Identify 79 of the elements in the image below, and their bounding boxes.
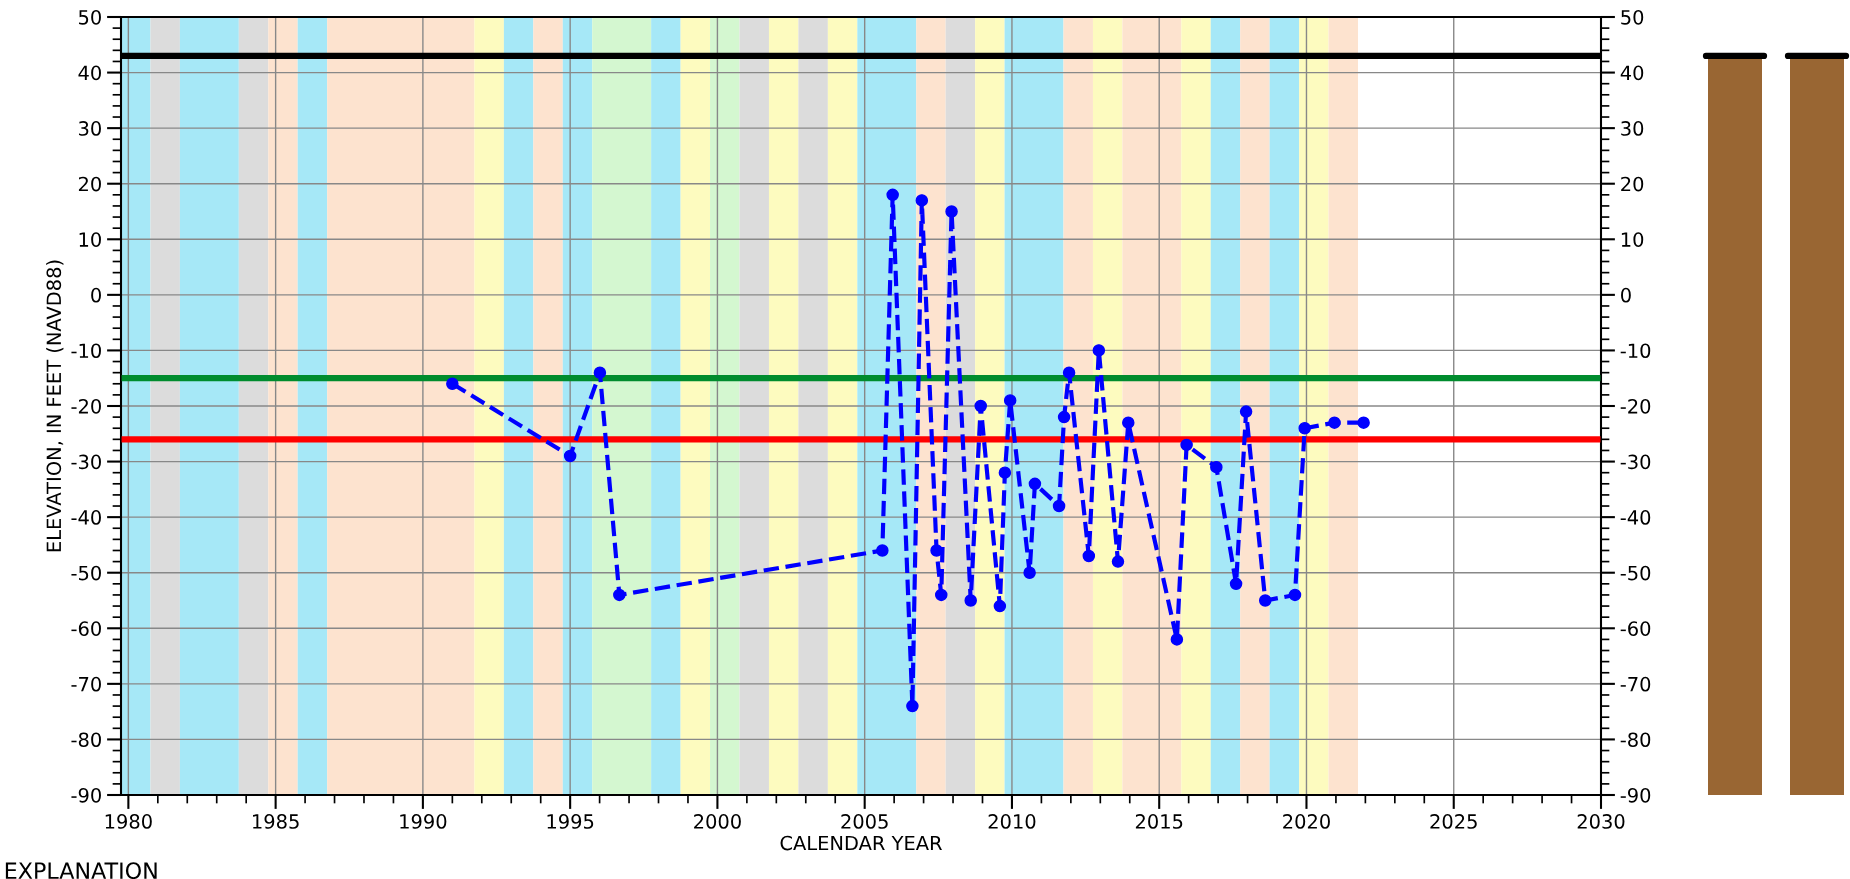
y-tick-label: -50 [71,565,101,581]
x-tick-label: 2010 [988,814,1036,829]
point [964,594,977,607]
y-tick-label: 0 [91,287,101,303]
y-axis-title: ELEVATION, IN FEET (NAVD88) [46,260,64,552]
x-tick-label: 2005 [841,814,888,829]
point [1003,394,1017,407]
y2-tick-label: -80 [1620,732,1651,748]
y-tick-label: -10 [71,343,101,359]
point [974,399,987,413]
point [1258,594,1272,607]
y-tick-label: -40 [71,510,101,525]
x-tick-label: 2000 [694,814,741,829]
point [998,466,1012,479]
y2-tick-label: -20 [1620,398,1651,414]
point [563,449,577,463]
point [1328,416,1341,429]
y-tick-label: -90 [71,787,101,803]
point [446,377,459,391]
y-tick-label: 20 [78,176,101,192]
point [1239,405,1253,418]
y-tick-label: 40 [78,65,101,81]
point [1298,421,1311,435]
point [1052,499,1066,513]
y-tick-label: 50 [79,9,101,25]
point [1180,438,1193,452]
x-tick-label: 1985 [253,814,299,829]
point [1062,366,1076,379]
y2-tick-label: 30 [1621,121,1644,136]
y2-tick-label: 50 [1621,9,1644,25]
x-tick-label: 2015 [1135,814,1183,829]
y2-tick-label: 10 [1621,232,1644,247]
x-tick-label: 1990 [400,814,447,829]
y2-tick-label: 0 [1621,287,1631,303]
y-tick-label: -80 [71,732,101,748]
point [935,588,948,602]
y2-tick-label: -60 [1620,621,1651,636]
point [915,194,929,207]
y2-tick-label: 20 [1621,176,1644,192]
y2-tick-label: -30 [1620,454,1651,470]
point [930,544,943,557]
x-tick-label: 2030 [1577,814,1625,829]
y2-tick-label: -90 [1620,787,1651,803]
y-tick-label: -70 [71,676,101,692]
y-tick-label: 10 [79,232,101,247]
x-axis-title: CALENDAR YEAR [780,835,943,851]
x-tick-label: 1995 [547,814,594,829]
y-tick-label: -30 [71,454,101,470]
point [1229,577,1243,591]
y-tick-label: 30 [78,121,101,136]
point [1057,410,1071,424]
point [1092,344,1106,357]
point [886,188,899,202]
x-tick-label: 1980 [105,814,152,829]
point [876,544,889,557]
point [593,366,607,379]
point [1023,566,1036,579]
y2-tick-label: -50 [1620,565,1651,581]
text: EXPLANATION [5,862,157,879]
point [1170,633,1184,646]
point [1357,416,1370,429]
y2-tick-label: -10 [1620,343,1651,359]
point [906,699,919,713]
x-tick-label: 2020 [1283,814,1330,829]
point [945,205,958,218]
point [1122,416,1135,429]
y-tick-label: -20 [71,398,101,414]
y2-tick-label: -70 [1620,676,1651,692]
point [993,599,1007,613]
point [1082,549,1096,563]
point [1210,460,1223,474]
point [1288,588,1302,602]
point [1028,477,1042,491]
y2-tick-label: -40 [1620,510,1651,525]
point [1111,555,1125,568]
x-tick-label: 2025 [1430,814,1477,829]
y-tick-label: -60 [71,621,101,636]
y2-tick-label: 40 [1620,65,1644,81]
point [613,588,626,602]
